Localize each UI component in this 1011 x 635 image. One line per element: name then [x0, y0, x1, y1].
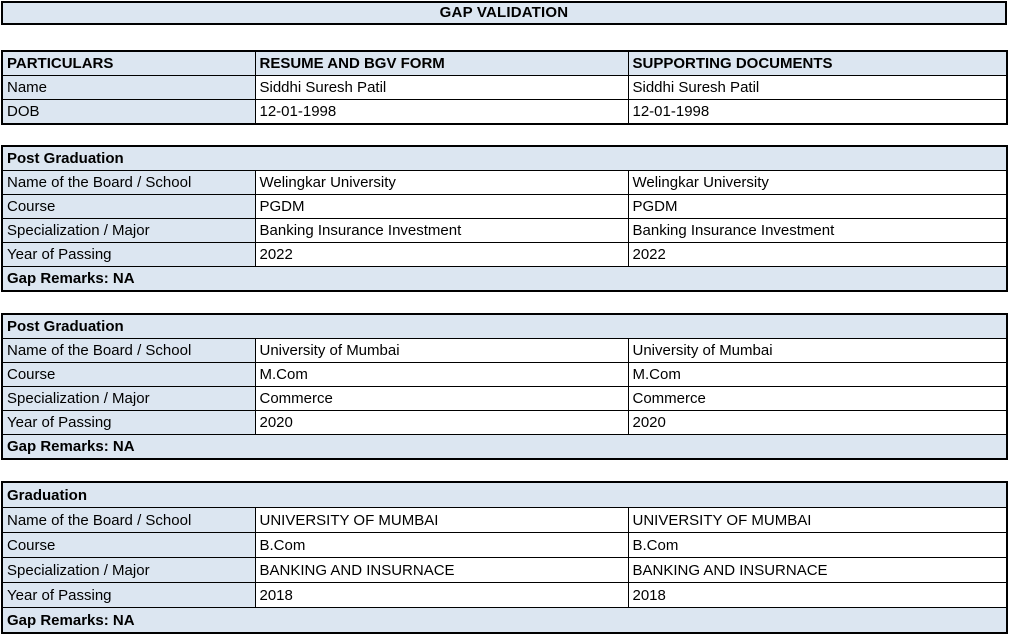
row-label-cell: Course — [1, 532, 256, 558]
table-row-year: Year of Passing 2022 2022 — [1, 242, 1008, 267]
gap-remarks-cell: Gap Remarks: NA — [1, 434, 1008, 460]
resume-value-cell: B.Com — [254, 532, 629, 558]
row-label-cell: Name of the Board / School — [1, 507, 256, 533]
gap-remarks-row: Gap Remarks: NA — [1, 607, 1008, 634]
section-header-row: Graduation — [1, 481, 1008, 508]
row-label-cell: Year of Passing — [1, 242, 256, 267]
column-header-supporting-documents: SUPPORTING DOCUMENTS — [627, 50, 1008, 76]
row-label-cell: Specialization / Major — [1, 557, 256, 583]
resume-value-cell: 12-01-1998 — [254, 99, 629, 125]
table-row-course: Course M.Com M.Com — [1, 362, 1008, 387]
supporting-value-cell: 2020 — [627, 410, 1008, 435]
table-row-dob: DOB 12-01-1998 12-01-1998 — [1, 99, 1008, 125]
resume-value-cell: 2022 — [254, 242, 629, 267]
supporting-value-cell: 2018 — [627, 582, 1008, 608]
row-label-cell: Name of the Board / School — [1, 170, 256, 195]
resume-value-cell: 2020 — [254, 410, 629, 435]
supporting-value-cell: University of Mumbai — [627, 338, 1008, 363]
section-title-cell: Post Graduation — [1, 145, 1008, 171]
supporting-value-cell: Banking Insurance Investment — [627, 218, 1008, 243]
info-table: PARTICULARS RESUME AND BGV FORM SUPPORTI… — [1, 50, 1008, 125]
row-label-cell: Year of Passing — [1, 410, 256, 435]
resume-value-cell: M.Com — [254, 362, 629, 387]
table-row-name: Name Siddhi Suresh Patil Siddhi Suresh P… — [1, 75, 1008, 100]
row-label-cell: Name of the Board / School — [1, 338, 256, 363]
supporting-value-cell: M.Com — [627, 362, 1008, 387]
section-header-row: Post Graduation — [1, 145, 1008, 171]
resume-value-cell: BANKING AND INSURNACE — [254, 557, 629, 583]
resume-value-cell: University of Mumbai — [254, 338, 629, 363]
supporting-value-cell: 2022 — [627, 242, 1008, 267]
section-table-post-graduation-2: Post Graduation Name of the Board / Scho… — [1, 313, 1008, 460]
supporting-value-cell: PGDM — [627, 194, 1008, 219]
supporting-value-cell: Commerce — [627, 386, 1008, 411]
resume-value-cell: Commerce — [254, 386, 629, 411]
page-title: GAP VALIDATION — [1, 1, 1007, 25]
section-table-graduation: Graduation Name of the Board / School UN… — [1, 481, 1008, 634]
gap-remarks-row: Gap Remarks: NA — [1, 266, 1008, 292]
supporting-value-cell: Siddhi Suresh Patil — [627, 75, 1008, 100]
supporting-value-cell: UNIVERSITY OF MUMBAI — [627, 507, 1008, 533]
column-header-particulars: PARTICULARS — [1, 50, 256, 76]
resume-value-cell: 2018 — [254, 582, 629, 608]
supporting-value-cell: 12-01-1998 — [627, 99, 1008, 125]
row-label-cell: Course — [1, 362, 256, 387]
table-row-specialization: Specialization / Major Commerce Commerce — [1, 386, 1008, 411]
table-row-specialization: Specialization / Major BANKING AND INSUR… — [1, 557, 1008, 583]
table-row-board: Name of the Board / School University of… — [1, 338, 1008, 363]
table-row-year: Year of Passing 2020 2020 — [1, 410, 1008, 435]
section-table-post-graduation-1: Post Graduation Name of the Board / Scho… — [1, 145, 1008, 292]
resume-value-cell: Welingkar University — [254, 170, 629, 195]
table-row-board: Name of the Board / School UNIVERSITY OF… — [1, 507, 1008, 533]
table-row-specialization: Specialization / Major Banking Insurance… — [1, 218, 1008, 243]
resume-value-cell: Banking Insurance Investment — [254, 218, 629, 243]
section-title-cell: Post Graduation — [1, 313, 1008, 339]
column-header-resume-bgv: RESUME AND BGV FORM — [254, 50, 629, 76]
table-row-course: Course PGDM PGDM — [1, 194, 1008, 219]
row-label-cell: Course — [1, 194, 256, 219]
row-label-cell: Specialization / Major — [1, 218, 256, 243]
row-label-cell: Specialization / Major — [1, 386, 256, 411]
resume-value-cell: Siddhi Suresh Patil — [254, 75, 629, 100]
supporting-value-cell: B.Com — [627, 532, 1008, 558]
supporting-value-cell: BANKING AND INSURNACE — [627, 557, 1008, 583]
resume-value-cell: PGDM — [254, 194, 629, 219]
section-title-cell: Graduation — [1, 481, 1008, 508]
row-label-cell: DOB — [1, 99, 256, 125]
table-row-course: Course B.Com B.Com — [1, 532, 1008, 558]
gap-remarks-cell: Gap Remarks: NA — [1, 266, 1008, 292]
resume-value-cell: UNIVERSITY OF MUMBAI — [254, 507, 629, 533]
table-row-year: Year of Passing 2018 2018 — [1, 582, 1008, 608]
row-label-cell: Year of Passing — [1, 582, 256, 608]
gap-remarks-cell: Gap Remarks: NA — [1, 607, 1008, 634]
column-header-row: PARTICULARS RESUME AND BGV FORM SUPPORTI… — [1, 50, 1008, 76]
gap-remarks-row: Gap Remarks: NA — [1, 434, 1008, 460]
row-label-cell: Name — [1, 75, 256, 100]
table-row-board: Name of the Board / School Welingkar Uni… — [1, 170, 1008, 195]
section-header-row: Post Graduation — [1, 313, 1008, 339]
supporting-value-cell: Welingkar University — [627, 170, 1008, 195]
